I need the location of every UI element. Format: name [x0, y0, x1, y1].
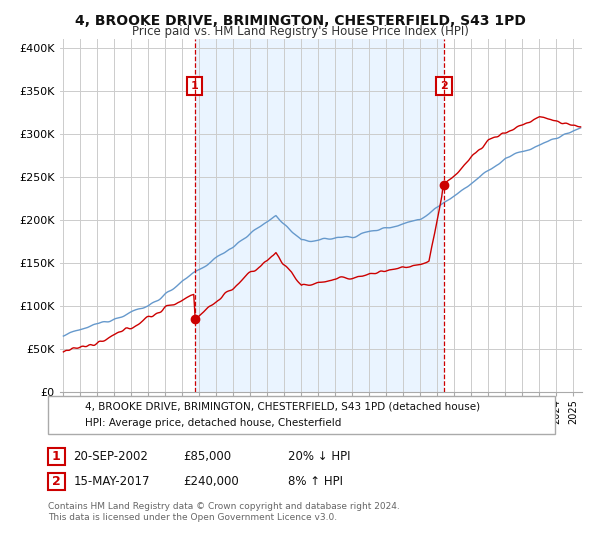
Text: 15-MAY-2017: 15-MAY-2017 — [73, 475, 150, 488]
Text: 8% ↑ HPI: 8% ↑ HPI — [288, 475, 343, 488]
Text: 1: 1 — [191, 81, 199, 91]
Text: 4, BROOKE DRIVE, BRIMINGTON, CHESTERFIELD, S43 1PD (detached house): 4, BROOKE DRIVE, BRIMINGTON, CHESTERFIEL… — [85, 402, 481, 412]
Text: HPI: Average price, detached house, Chesterfield: HPI: Average price, detached house, Ches… — [85, 418, 341, 428]
Text: Contains HM Land Registry data © Crown copyright and database right 2024.: Contains HM Land Registry data © Crown c… — [48, 502, 400, 511]
Text: £85,000: £85,000 — [183, 450, 231, 463]
Text: £240,000: £240,000 — [183, 475, 239, 488]
Bar — [194, 39, 444, 392]
Text: Price paid vs. HM Land Registry's House Price Index (HPI): Price paid vs. HM Land Registry's House … — [131, 25, 469, 38]
Text: 20-SEP-2002: 20-SEP-2002 — [73, 450, 148, 463]
Text: 20% ↓ HPI: 20% ↓ HPI — [288, 450, 350, 463]
Text: 2: 2 — [440, 81, 448, 91]
Text: 4, BROOKE DRIVE, BRIMINGTON, CHESTERFIELD, S43 1PD: 4, BROOKE DRIVE, BRIMINGTON, CHESTERFIEL… — [74, 14, 526, 28]
Text: 1: 1 — [52, 450, 61, 463]
Text: This data is licensed under the Open Government Licence v3.0.: This data is licensed under the Open Gov… — [48, 514, 337, 522]
Text: 2: 2 — [52, 475, 61, 488]
